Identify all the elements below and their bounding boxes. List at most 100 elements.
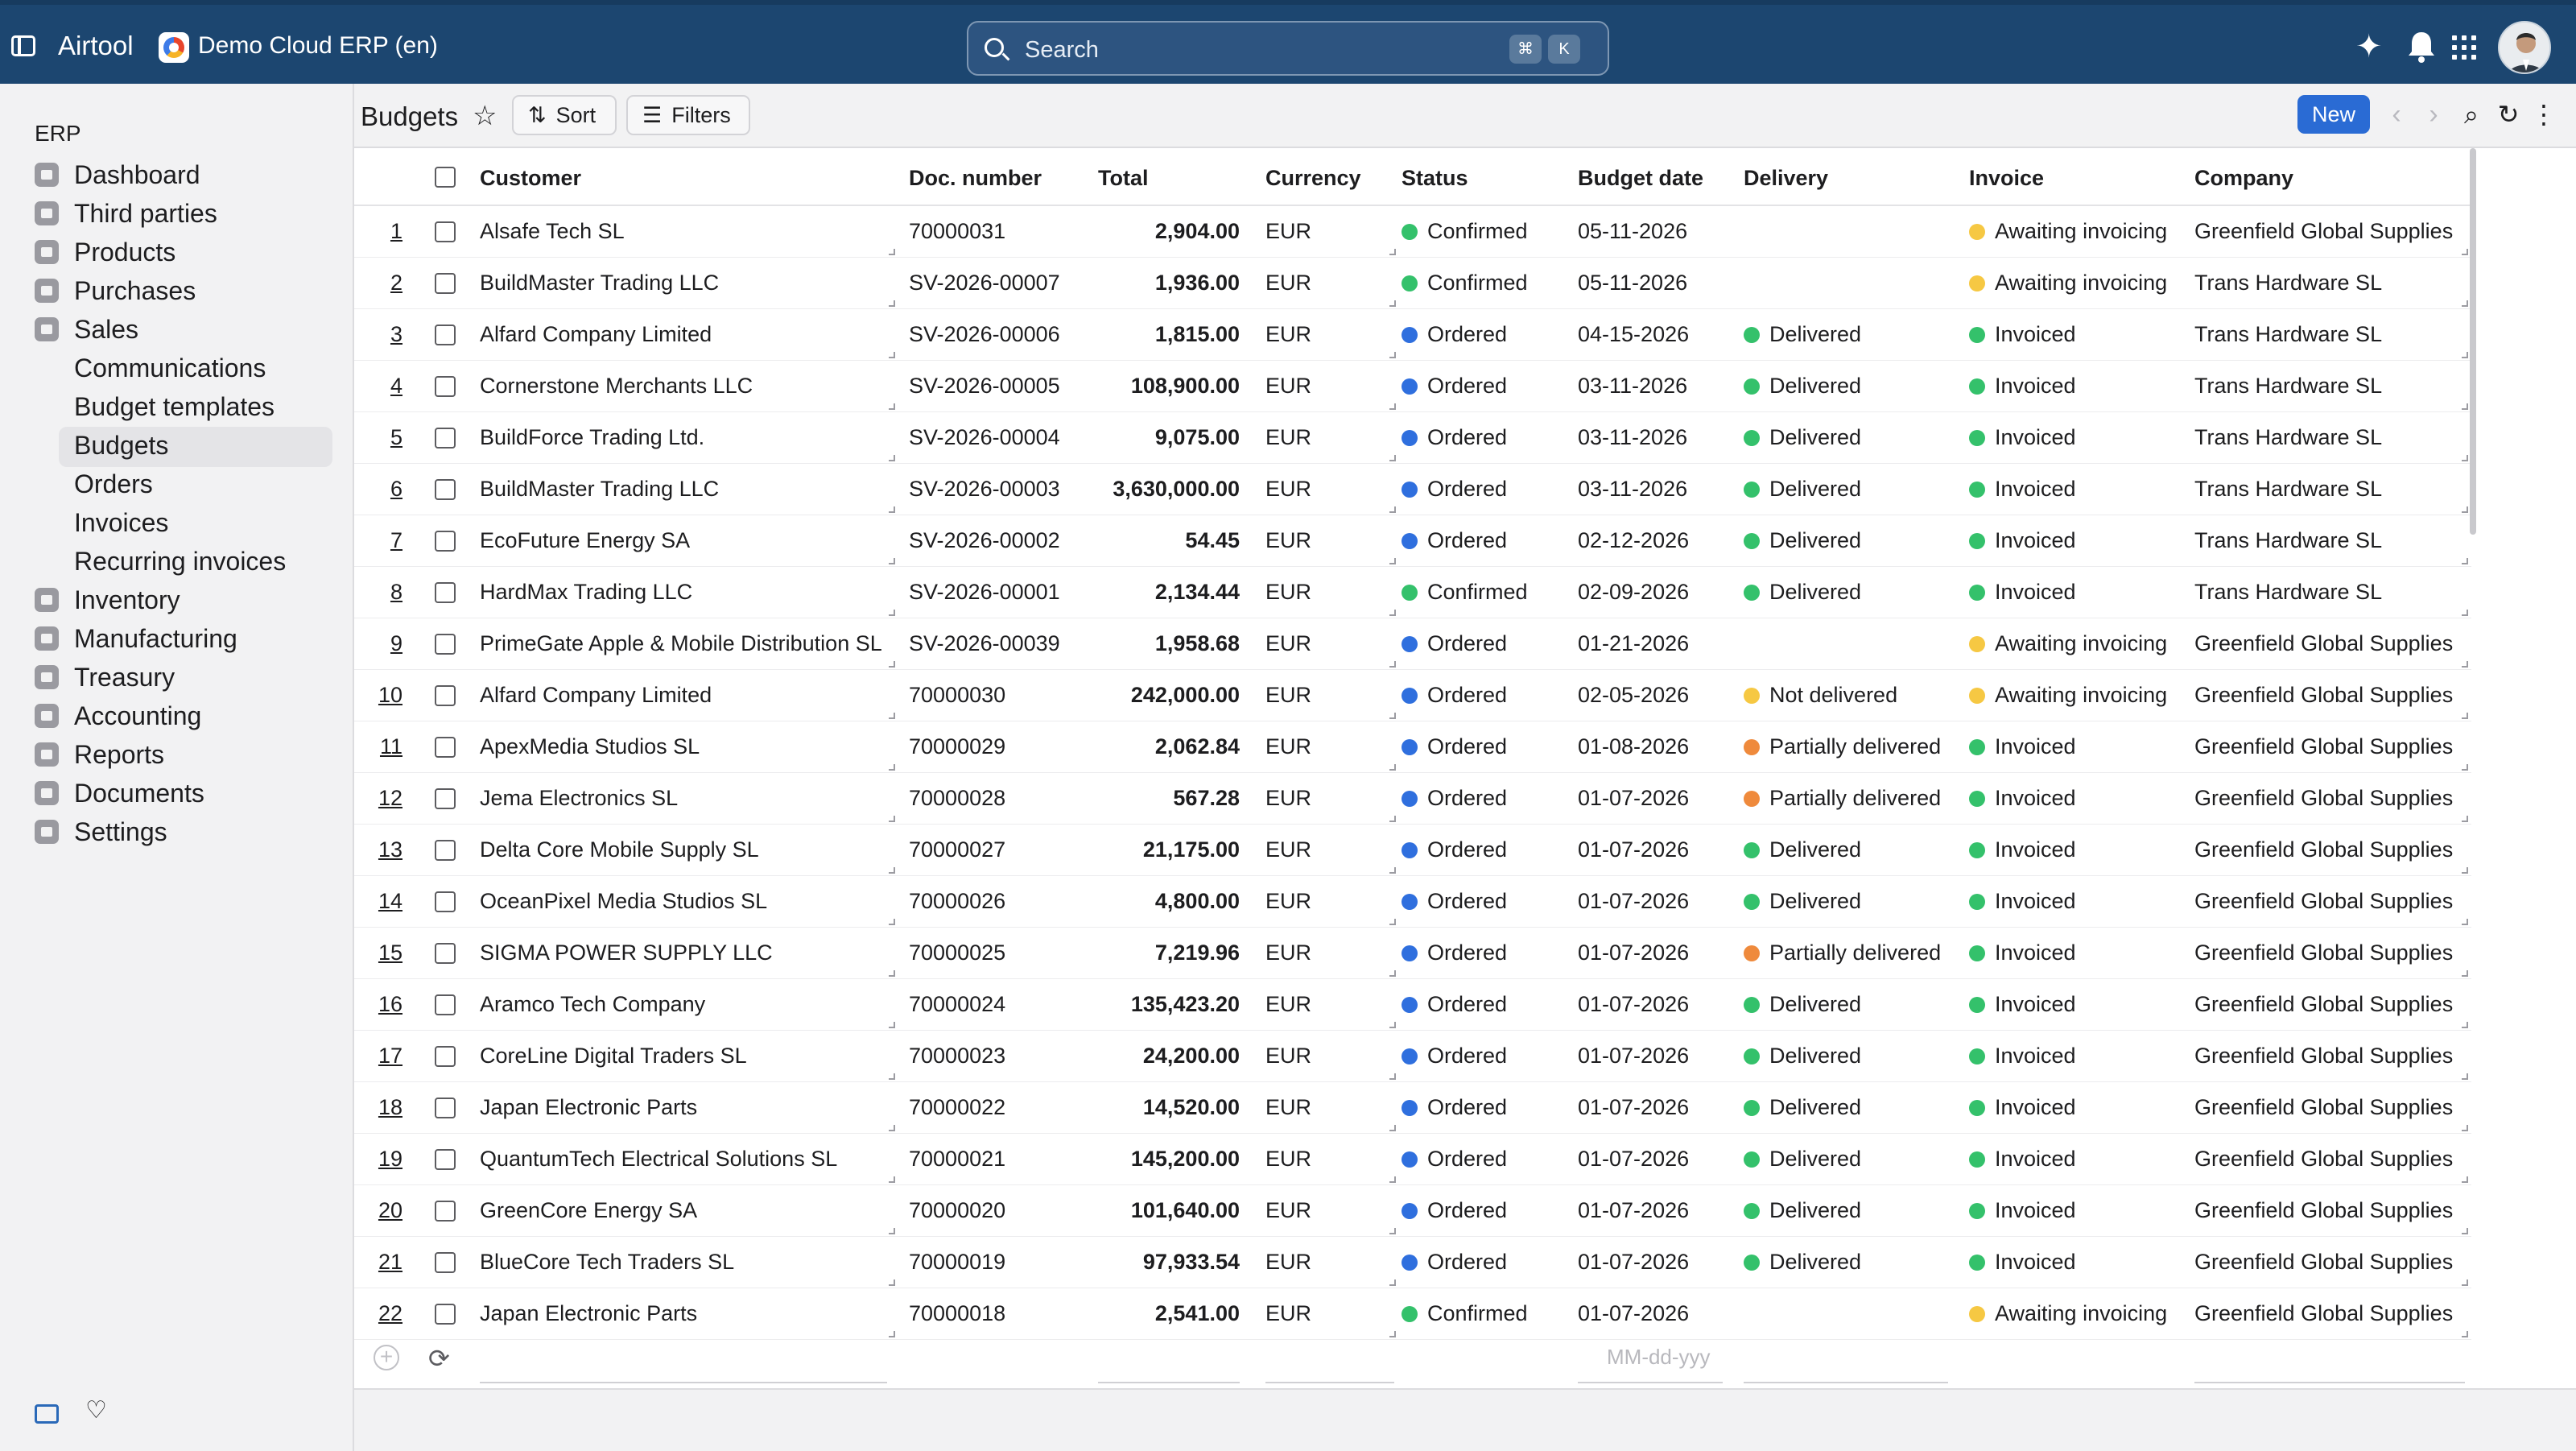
- budget-date-cell[interactable]: 01-08-2026: [1578, 734, 1690, 759]
- row-checkbox[interactable]: [435, 840, 456, 861]
- total-cell[interactable]: 145,200.00: [1130, 1147, 1240, 1171]
- budget-date-cell[interactable]: 01-07-2026: [1578, 1044, 1690, 1068]
- chevron-left-icon[interactable]: ‹: [2392, 99, 2401, 130]
- sidebar-item-purchases[interactable]: Purchases: [35, 272, 196, 309]
- row-number-link[interactable]: 9: [390, 631, 402, 655]
- total-cell[interactable]: 21,175.00: [1142, 837, 1240, 862]
- doc-number-cell[interactable]: SV-2026-00005: [909, 374, 1060, 398]
- customer-cell[interactable]: Delta Core Mobile Supply SL: [480, 837, 759, 862]
- status-cell[interactable]: Ordered: [1402, 322, 1507, 347]
- total-cell[interactable]: 135,423.20: [1130, 992, 1240, 1016]
- invoice-cell[interactable]: Awaiting invoicing: [1969, 1301, 2167, 1326]
- doc-number-cell[interactable]: SV-2026-00001: [909, 580, 1060, 604]
- customer-cell[interactable]: Aramco Tech Company: [480, 992, 706, 1016]
- row-checkbox[interactable]: [435, 685, 456, 706]
- row-number-link[interactable]: 21: [378, 1250, 402, 1274]
- total-cell[interactable]: 54.45: [1185, 528, 1240, 552]
- total-cell[interactable]: 1,815.00: [1154, 322, 1240, 346]
- delivery-cell[interactable]: Partially delivered: [1744, 786, 1941, 811]
- sidebar-subitem-communications[interactable]: Communications: [74, 353, 266, 382]
- customer-cell[interactable]: BuildMaster Trading LLC: [480, 271, 720, 295]
- search-icon[interactable]: ⌕: [2464, 100, 2479, 129]
- currency-cell[interactable]: EUR: [1265, 786, 1312, 810]
- status-cell[interactable]: Ordered: [1402, 374, 1507, 399]
- filters-button[interactable]: ☰ Filters: [626, 95, 750, 135]
- row-checkbox[interactable]: [435, 1046, 456, 1067]
- invoice-cell[interactable]: Invoiced: [1969, 425, 2076, 450]
- sidebar-item-accounting[interactable]: Accounting: [35, 697, 201, 734]
- row-number-link[interactable]: 2: [390, 271, 402, 295]
- total-cell[interactable]: 2,541.00: [1154, 1301, 1240, 1325]
- total-cell[interactable]: 1,936.00: [1154, 271, 1240, 295]
- delivery-cell[interactable]: Delivered: [1744, 580, 1861, 605]
- total-cell[interactable]: 2,904.00: [1154, 219, 1240, 243]
- more-vertical-icon[interactable]: ⋮: [2531, 100, 2557, 129]
- status-cell[interactable]: Confirmed: [1402, 580, 1528, 605]
- refresh-icon[interactable]: ↻: [2497, 100, 2520, 129]
- row-number-link[interactable]: 13: [378, 837, 402, 862]
- status-cell[interactable]: Ordered: [1402, 477, 1507, 502]
- invoice-cell[interactable]: Invoiced: [1969, 528, 2076, 553]
- company-cell[interactable]: Greenfield Global Supplies: [2194, 734, 2454, 759]
- row-checkbox[interactable]: [435, 531, 456, 552]
- total-cell[interactable]: 242,000.00: [1130, 683, 1240, 707]
- new-date-field[interactable]: MM-dd-yyy: [1607, 1345, 1711, 1369]
- customer-cell[interactable]: Alfard Company Limited: [480, 683, 712, 707]
- delivery-cell[interactable]: Delivered: [1744, 1147, 1861, 1172]
- row-number-link[interactable]: 7: [390, 528, 402, 552]
- status-cell[interactable]: Ordered: [1402, 425, 1507, 450]
- status-cell[interactable]: Ordered: [1402, 1044, 1507, 1069]
- budget-date-cell[interactable]: 01-07-2026: [1578, 1301, 1690, 1325]
- customer-cell[interactable]: PrimeGate Apple & Mobile Distribution SL: [480, 631, 882, 655]
- currency-cell[interactable]: EUR: [1265, 1095, 1312, 1119]
- row-number-link[interactable]: 15: [378, 940, 402, 965]
- sidebar-item-reports[interactable]: Reports: [35, 736, 164, 773]
- row-checkbox[interactable]: [435, 376, 456, 397]
- company-cell[interactable]: Greenfield Global Supplies: [2194, 786, 2454, 810]
- customer-cell[interactable]: EcoFuture Energy SA: [480, 528, 691, 552]
- doc-number-cell[interactable]: 70000018: [909, 1301, 1006, 1325]
- status-cell[interactable]: Ordered: [1402, 1250, 1507, 1275]
- currency-cell[interactable]: EUR: [1265, 992, 1312, 1016]
- doc-number-cell[interactable]: SV-2026-00002: [909, 528, 1060, 552]
- company-cell[interactable]: Greenfield Global Supplies: [2194, 940, 2454, 965]
- customer-cell[interactable]: Alfard Company Limited: [480, 322, 712, 346]
- new-total-field[interactable]: [1098, 1382, 1240, 1383]
- company-cell[interactable]: Greenfield Global Supplies: [2194, 1044, 2454, 1068]
- table-row[interactable]: 22 Japan Electronic Parts 70000018 2,541.00…: [354, 1288, 2471, 1340]
- company-selector[interactable]: Demo Cloud ERP (en): [198, 32, 438, 59]
- doc-number-cell[interactable]: SV-2026-00003: [909, 477, 1060, 501]
- table-row[interactable]: 3 Alfard Company Limited SV-2026-00006 1,81…: [354, 309, 2471, 361]
- total-cell[interactable]: 24,200.00: [1142, 1044, 1240, 1068]
- add-row-icon[interactable]: +: [374, 1345, 399, 1370]
- budget-date-cell[interactable]: 01-21-2026: [1578, 631, 1690, 655]
- currency-cell[interactable]: EUR: [1265, 734, 1312, 759]
- sidebar-item-products[interactable]: Products: [35, 234, 175, 271]
- budget-date-cell[interactable]: 05-11-2026: [1578, 271, 1688, 295]
- doc-number-cell[interactable]: SV-2026-00039: [909, 631, 1060, 655]
- table-row[interactable]: 20 GreenCore Energy SA 70000020 101,640.00 E…: [354, 1185, 2471, 1237]
- sidebar-subitem-budget-templates[interactable]: Budget templates: [74, 391, 275, 421]
- currency-cell[interactable]: EUR: [1265, 322, 1312, 346]
- invoice-cell[interactable]: Invoiced: [1969, 837, 2076, 862]
- invoice-cell[interactable]: Awaiting invoicing: [1969, 631, 2167, 656]
- budget-date-cell[interactable]: 02-05-2026: [1578, 683, 1690, 707]
- customer-cell[interactable]: BuildMaster Trading LLC: [480, 477, 720, 501]
- currency-cell[interactable]: EUR: [1265, 631, 1312, 655]
- delivery-cell[interactable]: Not delivered: [1744, 683, 1897, 708]
- budget-date-cell[interactable]: 02-12-2026: [1578, 528, 1690, 552]
- total-cell[interactable]: 2,062.84: [1154, 734, 1240, 759]
- company-cell[interactable]: Greenfield Global Supplies: [2194, 1301, 2454, 1325]
- row-checkbox[interactable]: [435, 582, 456, 603]
- table-row[interactable]: 7 EcoFuture Energy SA SV-2026-00002 54.45 EU…: [354, 515, 2471, 567]
- company-cell[interactable]: Greenfield Global Supplies: [2194, 1250, 2454, 1274]
- table-row[interactable]: 17 CoreLine Digital Traders SL 70000023 24,…: [354, 1031, 2471, 1082]
- total-cell[interactable]: 4,800.00: [1154, 889, 1240, 913]
- company-cell[interactable]: Trans Hardware SL: [2194, 477, 2383, 501]
- row-number-link[interactable]: 1: [390, 219, 402, 243]
- currency-cell[interactable]: EUR: [1265, 271, 1312, 295]
- invoice-cell[interactable]: Invoiced: [1969, 1250, 2076, 1275]
- doc-number-cell[interactable]: 70000020: [909, 1198, 1006, 1222]
- sidebar-item-manufacturing[interactable]: Manufacturing: [35, 620, 237, 657]
- doc-number-cell[interactable]: 70000024: [909, 992, 1006, 1016]
